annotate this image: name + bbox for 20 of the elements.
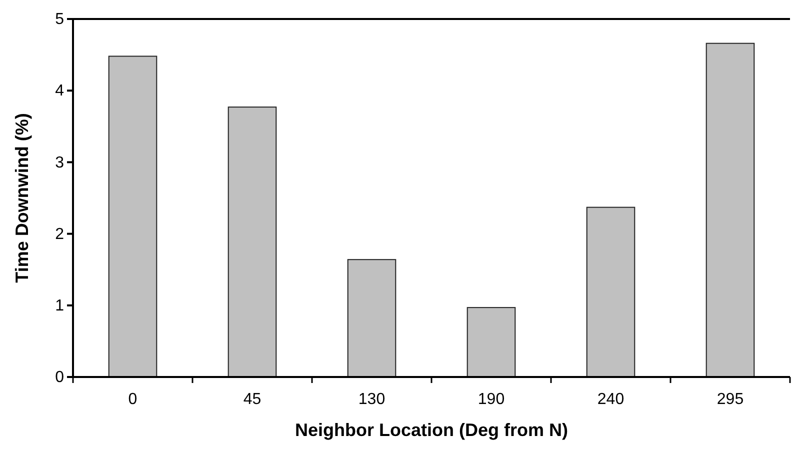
y-tick-label: 4 — [55, 82, 64, 100]
x-tick-label: 45 — [243, 391, 262, 408]
y-tick-label: 0 — [55, 369, 64, 386]
bar — [586, 206, 636, 378]
x-tick-label: 295 — [716, 391, 744, 408]
bar — [706, 42, 755, 378]
x-tick-label: 190 — [478, 391, 505, 408]
x-tick-label: 130 — [358, 391, 386, 408]
y-tick-label: 5 — [55, 11, 64, 28]
y-axis-title: Time Downwind (%) — [12, 113, 32, 283]
bar — [347, 259, 396, 378]
x-axis-title: Neighbor Location (Deg from N) — [295, 420, 568, 440]
bar — [108, 56, 158, 378]
y-tick-label: 1 — [55, 298, 64, 315]
x-tick-label: 0 — [128, 391, 138, 408]
bar — [466, 307, 516, 378]
x-tick-label: 240 — [597, 391, 624, 408]
y-tick-label: 3 — [55, 154, 64, 172]
bar — [228, 106, 277, 378]
y-tick-label: 2 — [55, 226, 64, 243]
